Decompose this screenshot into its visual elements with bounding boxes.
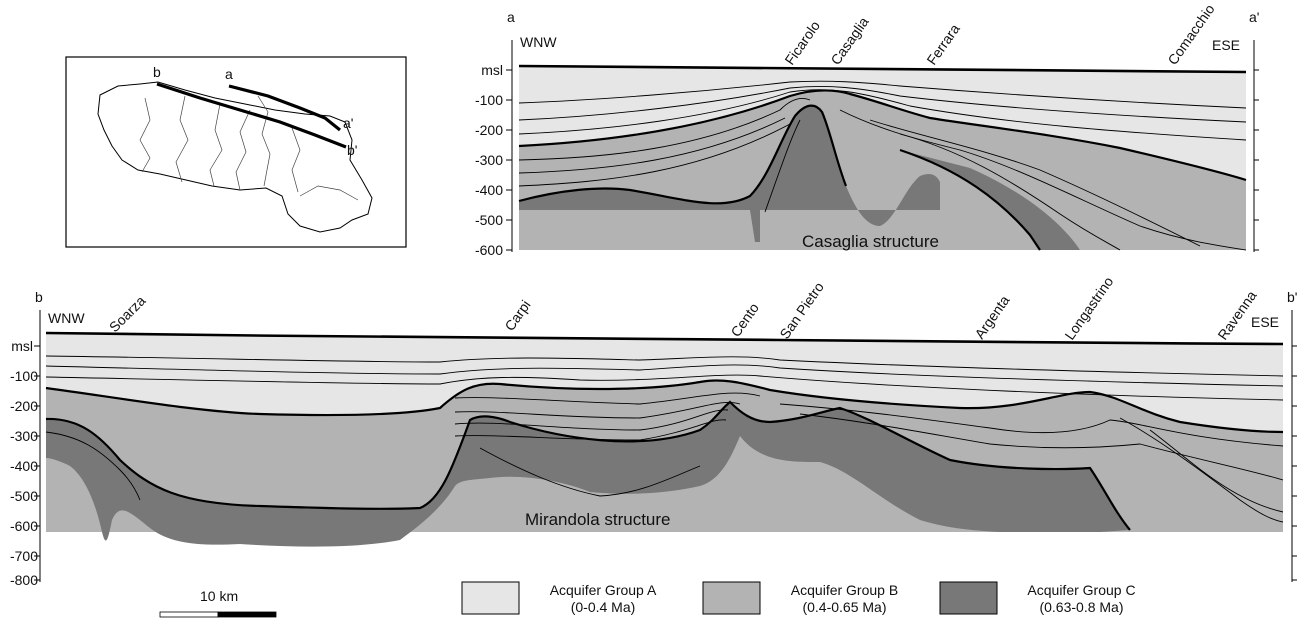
trace-a: [228, 84, 341, 132]
region-outline: [97, 81, 373, 233]
section-b-tick-2: -200: [10, 398, 38, 414]
location-map: b a a' b': [65, 56, 407, 248]
section-a-axis: [506, 40, 1259, 252]
section-a-group-b: [519, 90, 1246, 250]
legend-label-group-a: Acquifer Group A (0-0.4 Ma): [528, 582, 678, 616]
section-b-axis: [34, 310, 1297, 582]
legend: [461, 581, 998, 615]
place-longastrino: Longastrino: [1061, 273, 1116, 342]
place-soarza: Soarza: [106, 292, 149, 335]
place-san-pietro: San Pietro: [776, 279, 827, 342]
section-b-structure-label: Mirandola structure: [525, 510, 671, 529]
legend-name-group-a: Acquifer Group A: [549, 582, 657, 598]
section-b-end-label: b': [1287, 289, 1297, 305]
section-a-tick-2: -200: [475, 122, 503, 138]
section-a-boundaries: [518, 64, 1247, 251]
section-a-tick-6: -600: [475, 242, 503, 258]
section-a-tick-1: -100: [475, 92, 503, 108]
section-b-tick-1: -100: [10, 368, 38, 384]
legend-age-group-c: (0.63-0.8 Ma): [1039, 599, 1124, 615]
section-b-tick-5: -500: [10, 488, 38, 504]
section-b-start-label: b: [35, 289, 43, 305]
section-b-tick-8: -800: [10, 572, 38, 588]
trace-b: [156, 82, 347, 149]
section-a-tick-4: -400: [475, 182, 503, 198]
section-a-group-c-right: [900, 150, 1080, 250]
scale-bar-white: [159, 611, 219, 618]
legend-age-group-a: (0-0.4 Ma): [570, 599, 636, 615]
legend-name-group-c: Acquifer Group C: [1027, 582, 1136, 598]
section-a: msl -100 -200 -300 -400 -500 -600 a a' W…: [475, 1, 1260, 258]
legend-swatch-group-b: [702, 581, 761, 615]
place-comacchio: Comacchio: [1164, 1, 1217, 68]
section-a-structure-label: Casaglia structure: [802, 232, 939, 251]
section-b-tick-4: -400: [10, 458, 38, 474]
scale-bar: 10 km: [159, 588, 277, 618]
map-label-b-prime: b': [347, 142, 357, 158]
section-a-right-direction: ESE: [1212, 37, 1240, 53]
place-ferrara: Ferrara: [923, 21, 963, 68]
section-b-right-direction: ESE: [1251, 314, 1279, 330]
section-b-tick-6: -600: [10, 518, 38, 534]
section-b-left-direction: WNW: [48, 310, 85, 326]
section-a-start-label: a: [507, 9, 515, 25]
section-b-boundaries: [45, 331, 1284, 531]
section-b-tick-3: -300: [10, 428, 38, 444]
legend-label-group-c: Acquifer Group C (0.63-0.8 Ma): [1004, 582, 1159, 616]
place-ficarolo: Ficarolo: [781, 18, 823, 68]
section-traces: [156, 82, 347, 149]
section-b-tick-7: -700: [10, 548, 38, 564]
section-a-group-c-left: [519, 105, 940, 242]
place-carpi: Carpi: [501, 297, 533, 334]
section-a-tick-0: msl: [481, 62, 503, 78]
section-b-tick-0: msl: [11, 338, 33, 354]
place-casaglia: Casaglia: [827, 14, 871, 68]
section-b-group-c: [46, 402, 1130, 547]
section-a-left-direction: WNW: [520, 34, 557, 50]
map-label-a-prime: a': [343, 115, 353, 131]
scale-bar-black: [217, 611, 277, 618]
section-a-end-label: a': [1249, 9, 1259, 25]
place-cento: Cento: [727, 300, 762, 340]
legend-swatch-group-a: [461, 581, 520, 615]
section-a-tick-3: -300: [475, 152, 503, 168]
legend-age-group-b: (0.4-0.65 Ma): [802, 599, 887, 615]
map-label-b: b: [153, 64, 161, 80]
legend-name-group-b: Acquifer Group B: [790, 582, 899, 598]
legend-swatch-group-c: [939, 581, 998, 615]
place-argenta: Argenta: [971, 292, 1012, 342]
section-b: msl -100 -200 -300 -400 -500 -600 -700 -…: [10, 273, 1298, 588]
province-borders: [139, 95, 359, 201]
section-a-tick-5: -500: [475, 212, 503, 228]
scale-bar-label: 10 km: [200, 588, 238, 604]
map-label-a: a: [225, 66, 233, 82]
legend-label-group-b: Acquifer Group B (0.4-0.65 Ma): [767, 582, 922, 616]
